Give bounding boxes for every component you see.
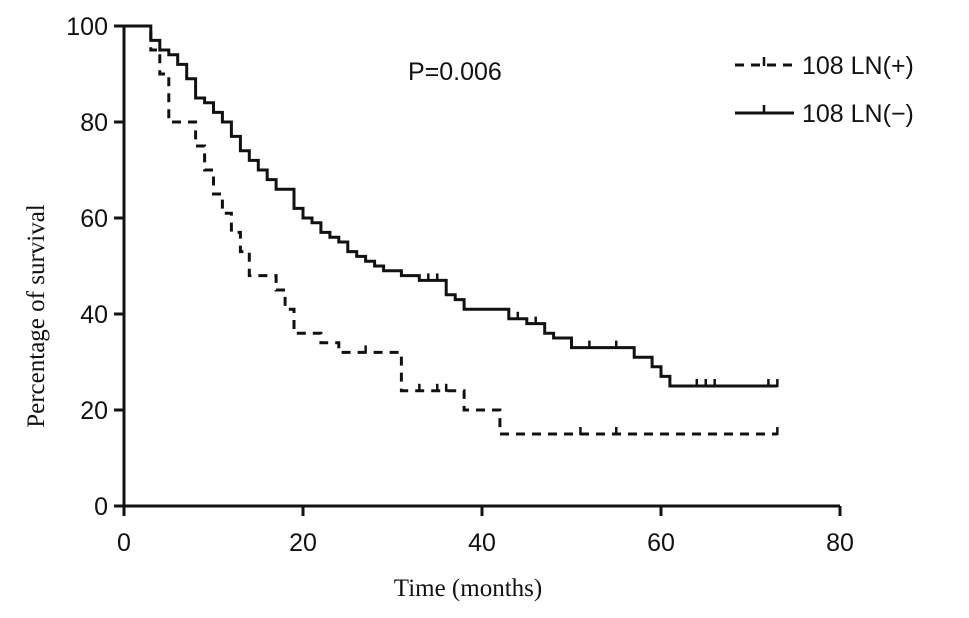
legend-item: 108 LN(+): [735, 52, 914, 80]
x-ticks: 0 20 40 60 80: [117, 506, 854, 557]
y-axis-title: Percentage of survival: [23, 204, 50, 428]
legend-item: 108 LN(−): [735, 100, 914, 128]
axes: 0 20 40 60 80 0 20 40 60 80 100: [66, 13, 854, 557]
series-line: [124, 24, 778, 388]
y-tick-label: 40: [80, 301, 108, 329]
legend: 108 LN(+) 108 LN(−): [735, 52, 914, 128]
legend-label: 108 LN(+): [802, 52, 914, 80]
series-1: [124, 24, 779, 436]
x-tick-label: 40: [468, 529, 496, 557]
legend-label: 108 LN(−): [802, 100, 914, 128]
x-tick-label: 0: [117, 529, 131, 557]
y-ticks: 0 20 40 60 80 100: [66, 13, 124, 521]
y-tick-label: 0: [94, 493, 108, 521]
y-tick-label: 20: [80, 397, 108, 425]
series-2: [124, 24, 779, 388]
y-tick-label: 80: [80, 109, 108, 137]
x-axis-title: Time (months): [394, 575, 542, 602]
series-line: [124, 24, 778, 436]
x-tick-label: 20: [289, 529, 317, 557]
x-tick-label: 80: [826, 529, 854, 557]
x-tick-label: 60: [647, 529, 675, 557]
p-value-annotation: P=0.006: [408, 58, 502, 86]
series-layer: [124, 24, 779, 436]
y-tick-label: 60: [80, 205, 108, 233]
y-tick-label: 100: [66, 13, 108, 41]
